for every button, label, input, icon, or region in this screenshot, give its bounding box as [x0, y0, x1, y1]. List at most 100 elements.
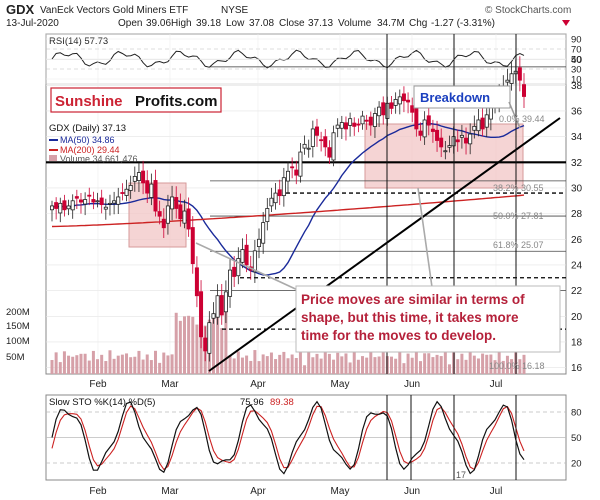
volume-bar	[377, 356, 381, 374]
price-tick-label: 30	[571, 183, 583, 194]
candle-body	[190, 227, 195, 265]
candle-body	[174, 197, 179, 209]
month-label: May	[331, 486, 350, 497]
volume-bar	[145, 354, 149, 374]
month-label: Mar	[161, 379, 179, 390]
candle-body	[393, 99, 398, 106]
legend-ma50: MA(50) 34.86	[60, 135, 115, 145]
logo-text-profits: Profits.com	[135, 93, 218, 110]
volume-bar	[257, 361, 261, 374]
volume-bar	[456, 359, 460, 374]
logo-box	[50, 87, 222, 113]
price-tick-label: 34	[571, 132, 583, 143]
volume-bar	[431, 357, 435, 374]
volume-bar	[286, 358, 290, 374]
rsi-tick-label: 50	[571, 55, 582, 66]
candle-body	[232, 266, 237, 277]
candle-body	[281, 177, 286, 197]
candle-body	[145, 180, 150, 194]
candle-body	[124, 188, 129, 196]
volume-bar	[294, 357, 298, 374]
low-value: 37.08	[249, 18, 274, 29]
candle-body	[149, 183, 154, 198]
candle-body	[410, 105, 415, 113]
stochastic-d-line	[51, 405, 525, 471]
legend-ma200: MA(200) 29.44	[60, 145, 120, 155]
volume-bar	[373, 357, 377, 374]
volume-bar	[464, 359, 468, 374]
stochastic-k-line	[51, 400, 525, 475]
candle-body	[443, 150, 448, 153]
volume-bar	[261, 354, 265, 374]
candle-body	[331, 132, 336, 161]
candle-body	[112, 200, 117, 204]
candle-body	[372, 113, 377, 127]
volume-tick-label: 200M	[6, 307, 30, 318]
candle-body	[74, 196, 79, 199]
volume-bar	[423, 353, 427, 374]
stockcharts-credit: © StockCharts.com	[485, 5, 571, 16]
candle-body	[426, 115, 431, 126]
candle-body	[368, 116, 373, 126]
candle-body	[83, 199, 88, 205]
candlesticks	[50, 56, 527, 362]
price-tick-label: 18	[571, 337, 583, 348]
price-tick-label: 20	[571, 312, 583, 323]
volume-bar	[166, 355, 170, 374]
stochastic-extra-label: 17	[456, 470, 466, 480]
logo-text-sunshine: Sunshine	[55, 93, 123, 110]
trend-lines	[208, 117, 561, 372]
price-tick-label: 38	[571, 81, 583, 92]
price-tick-label: 24	[571, 260, 583, 271]
volume-value: 34.7M	[377, 18, 405, 29]
stochastic-tick-label: 20	[571, 459, 582, 470]
fib-label-0: 0.0% 39.44	[499, 114, 545, 124]
candle-body	[285, 170, 290, 182]
down-triangle-icon	[562, 20, 570, 26]
candle-body	[468, 133, 473, 145]
volume-bar	[224, 309, 228, 374]
month-label: Feb	[89, 486, 107, 497]
volume-bar	[112, 358, 116, 374]
volume-bar	[402, 363, 406, 374]
volume-bars	[50, 307, 526, 374]
candle-body	[418, 130, 423, 136]
volume-bar	[265, 356, 269, 374]
candle-body	[509, 73, 514, 84]
candle-body	[244, 244, 249, 266]
candle-body	[87, 194, 92, 197]
candle-body	[422, 119, 427, 138]
candle-body	[95, 200, 100, 203]
candle-body	[505, 79, 510, 83]
candle-body	[265, 208, 270, 223]
candle-body	[290, 166, 295, 169]
volume-bar	[497, 350, 501, 374]
candle-body	[484, 114, 489, 128]
month-label: Mar	[161, 486, 179, 497]
volume-bar	[510, 359, 514, 374]
candle-body	[459, 134, 464, 138]
stochastic-grid: 80 50 20	[46, 408, 582, 470]
candle-body	[464, 137, 469, 144]
breakdown-arrow	[508, 101, 521, 129]
candle-body	[161, 218, 166, 229]
volume-bar	[54, 352, 58, 374]
candle-body	[215, 295, 220, 318]
candle-body	[339, 122, 344, 129]
candle-body	[132, 176, 137, 182]
candle-body	[277, 189, 282, 197]
candle-body	[476, 119, 481, 132]
volume-axis: 200M 150M 100M 50M	[6, 307, 30, 363]
candle-body	[414, 107, 419, 130]
volume-bar	[348, 362, 352, 374]
candle-body	[401, 93, 406, 102]
candle-body	[269, 197, 274, 207]
candle-body	[252, 250, 257, 273]
volume-bar	[481, 353, 485, 374]
volume-bar	[79, 353, 83, 374]
legend-volume-swatch	[49, 155, 57, 161]
stochastic-legend: Slow STO %K(14) %D(5)	[49, 397, 155, 408]
legend-price: GDX (Daily) 37.13	[49, 123, 126, 134]
low-label: Low	[226, 18, 245, 29]
volume-bar	[352, 350, 356, 374]
